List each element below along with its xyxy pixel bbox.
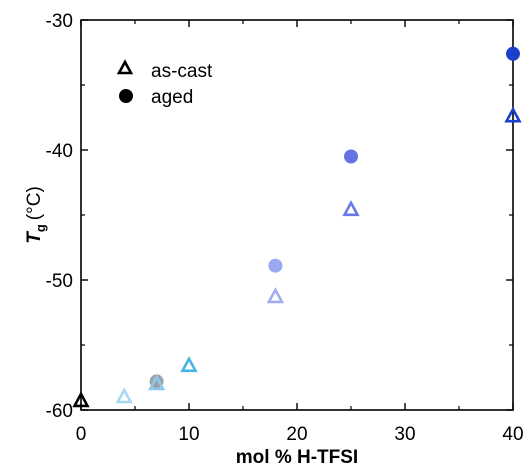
as-cast-point xyxy=(266,287,285,304)
y-tick-label: -60 xyxy=(46,401,73,422)
aged-point xyxy=(344,149,358,164)
legend-as-cast-marker xyxy=(116,59,134,75)
x-tick-label: 0 xyxy=(76,424,87,445)
legend-as-cast-label: as-cast xyxy=(151,61,213,82)
y-tick-label: -50 xyxy=(46,271,73,292)
axis-ticks xyxy=(80,19,514,411)
y-axis-title: Tg (°C) xyxy=(24,186,48,244)
y-tick-label: -30 xyxy=(46,11,73,32)
y-axis-title-symbol: T xyxy=(24,231,45,244)
x-tick-label: 10 xyxy=(178,424,199,445)
as-cast-point xyxy=(504,106,522,123)
aged-point xyxy=(268,258,283,273)
legend-aged-label: aged xyxy=(151,87,193,108)
data-points xyxy=(72,46,522,408)
legend: as-cast aged xyxy=(116,59,213,108)
as-cast-point xyxy=(72,391,90,408)
x-tick-label: 20 xyxy=(286,424,307,445)
y-tick-label: -40 xyxy=(46,141,73,162)
y-axis-title-subscript: g xyxy=(33,224,48,232)
axis-tick-labels: 0 10 20 30 40 -60 -50 -40 -30 xyxy=(46,11,523,445)
y-axis-title-unit: (°C) xyxy=(24,186,45,220)
as-cast-point xyxy=(147,374,166,391)
as-cast-point xyxy=(180,356,198,373)
plot-frame xyxy=(80,19,514,411)
aged-point xyxy=(506,46,520,61)
x-tick-label: 30 xyxy=(394,424,415,445)
x-axis-title: mol % H-TFSI xyxy=(236,447,358,468)
legend-aged-marker xyxy=(119,89,133,103)
as-cast-point xyxy=(115,387,133,404)
x-tick-label: 40 xyxy=(502,424,523,445)
as-cast-point xyxy=(342,200,360,217)
